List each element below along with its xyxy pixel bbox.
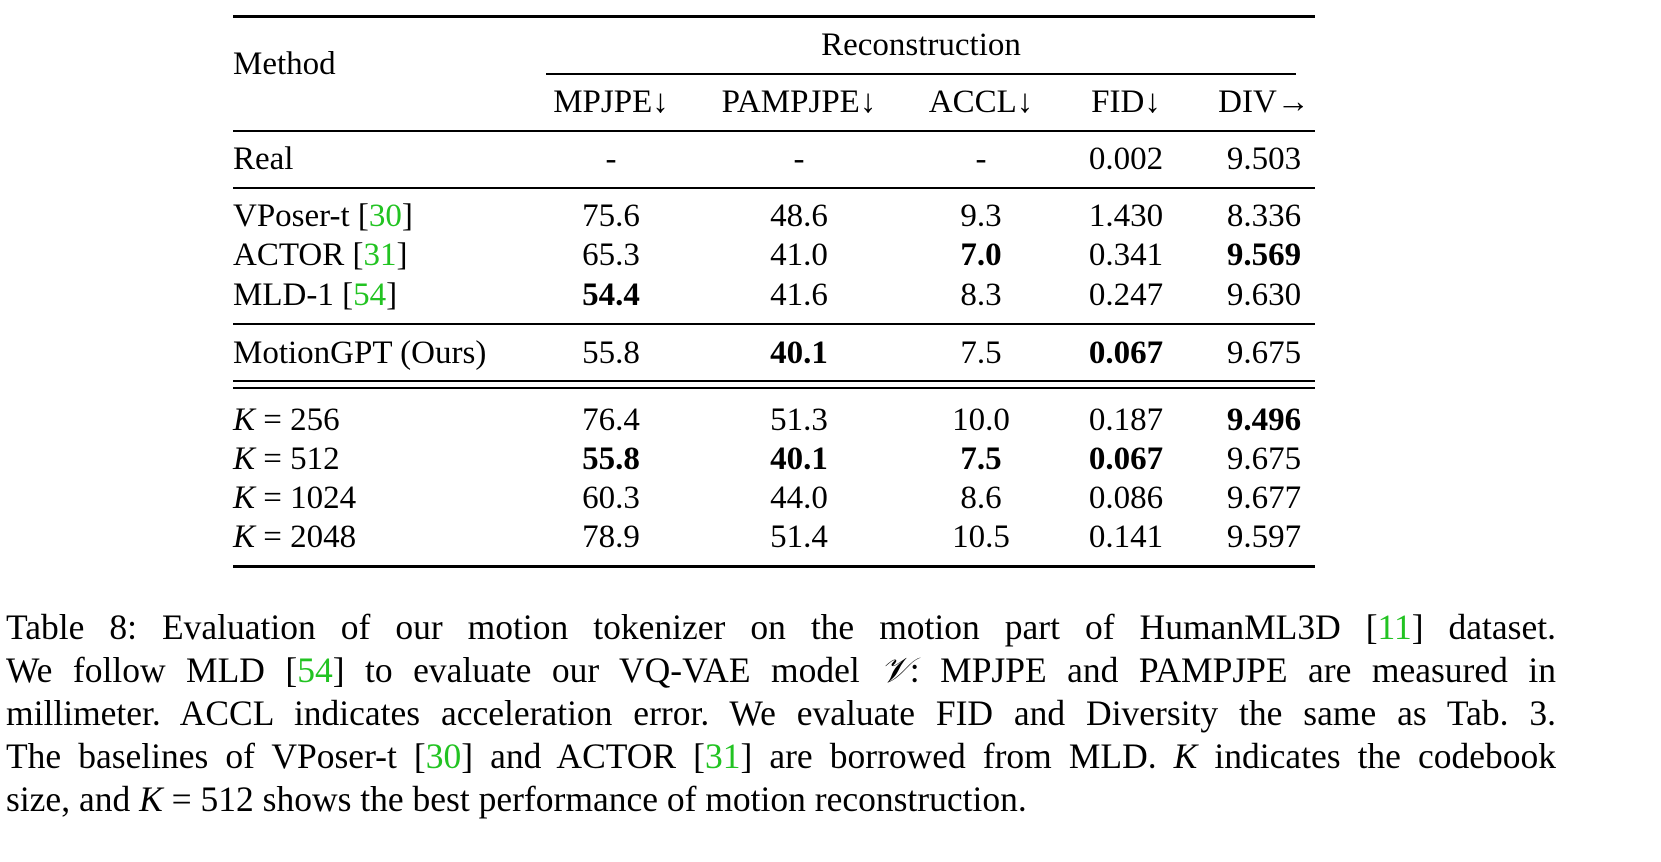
cell-fid: 0.002 <box>1088 141 1164 177</box>
cell-accl: - <box>975 141 987 177</box>
codebook-symbol: K <box>233 480 256 516</box>
group-underline <box>546 73 1296 75</box>
citation-link[interactable]: 31 <box>704 736 741 776</box>
row-label: K = 1024 <box>233 480 357 516</box>
cell-mpjpe: 78.9 <box>582 519 640 555</box>
caption-line-5: size, and K = 512 shows the best perform… <box>6 779 1027 819</box>
cell-accl: 7.0 <box>960 237 1002 273</box>
cell-div: 9.503 <box>1226 141 1302 177</box>
cell-mpjpe: 60.3 <box>582 480 640 516</box>
cell-fid: 0.187 <box>1088 402 1164 438</box>
cell-fid: 0.141 <box>1088 519 1164 555</box>
col-header-pampjpe: PAMPJPE↓ <box>721 84 877 120</box>
row-label: MotionGPT (Ours) <box>233 335 487 371</box>
cell-pampjpe: - <box>793 141 805 177</box>
cell-accl: 9.3 <box>960 198 1002 234</box>
row-label: K = 2048 <box>233 519 357 555</box>
codebook-symbol: K <box>233 402 256 438</box>
cell-mpjpe: 54.4 <box>582 277 640 313</box>
row-label: K = 512 <box>233 441 340 477</box>
codebook-symbol: K <box>1173 736 1198 776</box>
citation-link[interactable]: 54 <box>297 650 333 690</box>
codebook-symbol: K <box>233 519 256 555</box>
header-rule <box>233 130 1315 132</box>
baseline-rule <box>233 323 1315 325</box>
cell-accl: 10.5 <box>952 519 1010 555</box>
row-label: VPoser-t [30] <box>233 198 413 234</box>
row-label: Real <box>233 141 294 177</box>
cell-pampjpe: 41.0 <box>770 237 828 273</box>
citation-link[interactable]: 31 <box>363 237 397 273</box>
col-header-accl: ACCL↓ <box>928 84 1034 120</box>
cell-fid: 0.067 <box>1088 335 1164 371</box>
real-rule <box>233 187 1315 189</box>
cell-fid: 0.247 <box>1088 277 1164 313</box>
caption-line-1: Table 8: Evaluation of our motion tokeni… <box>6 607 1556 647</box>
cell-div: 9.569 <box>1226 237 1302 273</box>
cell-div: 8.336 <box>1226 198 1302 234</box>
row-label: K = 256 <box>233 402 340 438</box>
cell-div: 9.675 <box>1226 441 1302 477</box>
cell-pampjpe: 48.6 <box>770 198 828 234</box>
double-rule-bottom <box>233 387 1315 389</box>
caption-line-4: The baselines of VPoser-t [30] and ACTOR… <box>6 736 1556 776</box>
citation-link[interactable]: 30 <box>368 198 402 234</box>
codebook-symbol: K <box>139 779 163 819</box>
citation-link[interactable]: 54 <box>353 277 387 313</box>
cell-fid: 0.086 <box>1088 480 1164 516</box>
caption-line-2: We follow MLD [54] to evaluate our VQ-VA… <box>6 650 1556 690</box>
cell-mpjpe: 55.8 <box>582 335 640 371</box>
col-header-div: DIV→ <box>1218 84 1310 120</box>
citation-link[interactable]: 30 <box>425 736 462 776</box>
table-bottom-rule <box>233 565 1315 568</box>
cell-div: 9.677 <box>1226 480 1302 516</box>
row-label: ACTOR [31] <box>233 237 408 273</box>
cell-mpjpe: 75.6 <box>582 198 640 234</box>
reconstruction-header: Reconstruction <box>821 27 1021 63</box>
cell-div: 9.496 <box>1226 402 1302 438</box>
model-symbol: 𝒱 <box>880 650 910 690</box>
cell-mpjpe: 65.3 <box>582 237 640 273</box>
table-caption: Table 8: Evaluation of our motion tokeni… <box>6 606 1556 821</box>
method-header: Method <box>233 46 336 82</box>
cell-fid: 0.341 <box>1088 237 1164 273</box>
cell-accl: 10.0 <box>952 402 1010 438</box>
table-top-rule <box>233 15 1315 18</box>
cell-pampjpe: 51.3 <box>770 402 828 438</box>
caption-line-3: millimeter. ACCL indicates acceleration … <box>6 693 1556 733</box>
cell-accl: 8.3 <box>960 277 1002 313</box>
codebook-symbol: K <box>233 441 256 477</box>
cell-fid: 0.067 <box>1088 441 1164 477</box>
col-header-mpjpe: MPJPE↓ <box>553 84 669 120</box>
cell-pampjpe: 40.1 <box>770 441 828 477</box>
cell-div: 9.630 <box>1226 277 1302 313</box>
cell-pampjpe: 44.0 <box>770 480 828 516</box>
cell-pampjpe: 41.6 <box>770 277 828 313</box>
double-rule-top <box>233 380 1315 382</box>
cell-accl: 7.5 <box>960 441 1002 477</box>
col-header-fid: FID↓ <box>1091 84 1161 120</box>
cell-fid: 1.430 <box>1088 198 1164 234</box>
cell-mpjpe: 55.8 <box>582 441 640 477</box>
cell-div: 9.597 <box>1226 519 1302 555</box>
citation-link[interactable]: 11 <box>1377 607 1412 647</box>
cell-pampjpe: 51.4 <box>770 519 828 555</box>
cell-div: 9.675 <box>1226 335 1302 371</box>
row-label: MLD-1 [54] <box>233 277 398 313</box>
cell-mpjpe: 76.4 <box>582 402 640 438</box>
cell-pampjpe: 40.1 <box>770 335 828 371</box>
cell-accl: 8.6 <box>960 480 1002 516</box>
cell-mpjpe: - <box>605 141 617 177</box>
cell-accl: 7.5 <box>960 335 1002 371</box>
